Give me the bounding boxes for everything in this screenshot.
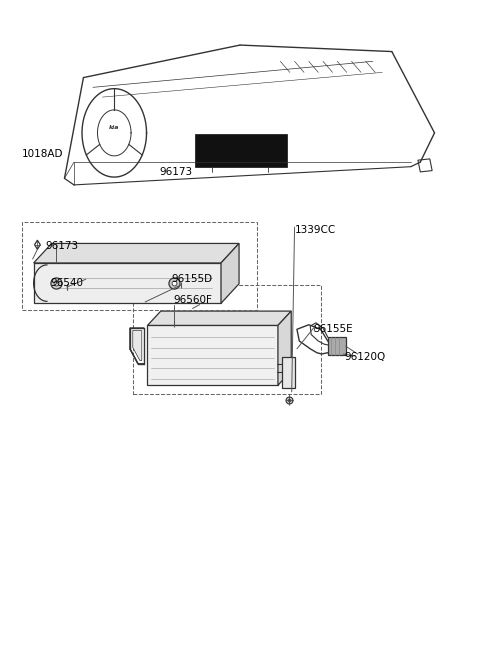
Text: kia: kia [109, 125, 120, 130]
Text: 96540: 96540 [50, 277, 83, 288]
Text: 1018AD: 1018AD [22, 149, 63, 159]
Bar [34, 263, 221, 303]
Text: 96155E: 96155E [313, 324, 353, 335]
Polygon shape [147, 311, 291, 325]
Text: 96120Q: 96120Q [344, 352, 385, 362]
Bar [133, 285, 321, 394]
Bar [22, 222, 257, 310]
Bar [147, 325, 278, 385]
Polygon shape [133, 331, 142, 361]
Text: 96173: 96173 [46, 241, 79, 251]
Polygon shape [221, 243, 239, 303]
Text: 96155D: 96155D [171, 274, 212, 284]
Text: 96560F: 96560F [173, 295, 212, 305]
Polygon shape [278, 311, 291, 385]
Text: 1339CC: 1339CC [295, 225, 336, 236]
Polygon shape [34, 243, 239, 263]
Text: 96173: 96173 [159, 167, 192, 176]
Bar [328, 337, 346, 356]
Bar [282, 357, 295, 388]
Bar [195, 134, 288, 167]
